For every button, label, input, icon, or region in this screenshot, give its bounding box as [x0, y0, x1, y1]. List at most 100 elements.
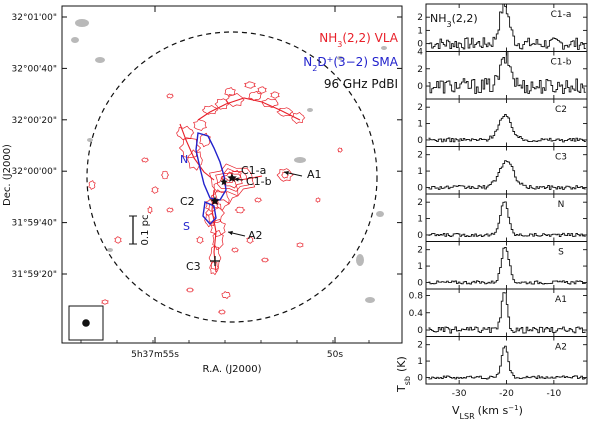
map-x-tick-label: 50s — [327, 350, 343, 360]
spectrum-name-label: N — [558, 200, 565, 210]
nh3-contour — [221, 171, 243, 189]
map-x-axis-label: R.A. (J2000) — [203, 364, 262, 375]
map-x-tick-label: 5h37m55s — [131, 350, 179, 360]
nh3-contour — [208, 246, 222, 270]
spectrum-y-tick-label: 2 — [417, 65, 423, 75]
spectrum-y-tick-label: 0 — [417, 40, 423, 50]
nh3-contour — [254, 197, 263, 203]
source-label-c1-a: C1-a — [241, 164, 266, 177]
nh3-contour — [224, 87, 236, 97]
nh3-contour — [248, 90, 262, 102]
spectrum-name-label: C1-a — [551, 10, 572, 20]
legend-nh3: NH3(2,2) VLA — [319, 31, 399, 49]
nh3-contour — [215, 168, 249, 192]
map-y-tick-label: 32°00'20" — [12, 116, 57, 126]
spectra-y-axis-label: Tsb(K) — [395, 356, 412, 393]
continuum-blob — [87, 138, 93, 142]
spectrum-x-tick-label: -30 — [452, 389, 467, 399]
nh3-filament — [179, 123, 215, 181]
nh3-contour — [187, 149, 203, 171]
spectrum-name-label: C1-b — [551, 58, 572, 68]
continuum-blob — [307, 108, 313, 112]
spectrum-name-label: C3 — [555, 153, 567, 163]
spectrum-y-tick-label: 0 — [417, 373, 423, 383]
a2-arrow-head — [228, 230, 233, 236]
spectrum-panel-n: 0 1 2 N — [417, 193, 588, 242]
source-label-a2: A2 — [248, 229, 263, 242]
nh3-contour — [337, 147, 344, 153]
spectrum-x-tick-label: -10 — [547, 389, 562, 399]
continuum-gray-blobs — [71, 19, 387, 303]
nh3-contour — [176, 125, 195, 141]
spectrum-panel-c1-b: 0 2 4 C1-b — [417, 48, 588, 100]
spectrum-y-tick-label: 1 — [417, 357, 423, 367]
legend-nh3-text: NH — [319, 31, 337, 45]
continuum-blob — [356, 254, 364, 266]
spectrum-panel-c3: 0 1 2 C3 — [417, 146, 588, 195]
nh3-filament — [239, 175, 263, 181]
nh3-contour — [315, 197, 321, 203]
spectrum-y-tick-label: 0 — [417, 278, 423, 288]
nh3-contour — [166, 93, 174, 99]
nh3-contour — [260, 257, 270, 263]
source-label-c3: C3 — [186, 260, 201, 273]
spectrum-x-tick-label: -20 — [499, 389, 514, 399]
nh3-contour — [141, 157, 149, 163]
continuum-blob — [381, 46, 387, 50]
spectrum-name-label: S — [558, 248, 564, 258]
source-label-n: N — [180, 153, 188, 166]
spectrum-line-a1 — [428, 292, 586, 334]
spectrum-y-tick-label: 4 — [417, 48, 423, 58]
nh3-contour — [114, 236, 122, 244]
nh3-contour — [221, 291, 231, 299]
nh3-contour — [214, 98, 230, 110]
nh3-contour — [225, 92, 245, 108]
map-y-axis-label: Dec. (J2000) — [2, 144, 13, 206]
nh3-contour — [244, 81, 256, 89]
nh3-contour — [185, 287, 195, 293]
spectra-header-label: NH3(2,2) — [430, 12, 478, 29]
spectrum-y-tick-label: 1 — [417, 26, 423, 36]
nh3-contour — [291, 111, 306, 125]
nh3-contour — [178, 138, 202, 158]
spectrum-y-tick-label: 0 — [417, 231, 423, 241]
c1b-arrow-head — [234, 177, 239, 182]
continuum-blob — [75, 19, 89, 27]
nh3-contour — [147, 205, 153, 215]
map-content — [68, 19, 387, 341]
spectrum-name-label: C2 — [555, 105, 567, 115]
spectra-x-axis-label: VLSR (km s−1) — [452, 404, 523, 421]
spectrum-panel-a2: 0 1 2 A2 — [417, 336, 588, 385]
spectrum-y-tick-label: 0 — [417, 82, 423, 92]
nh3-contour — [296, 242, 304, 248]
a1-arrow-head — [284, 170, 289, 176]
continuum-blob — [95, 57, 105, 63]
pdbi-primary-beam-circle — [86, 31, 378, 323]
spectrum-y-tick-label: 1 — [417, 215, 423, 225]
source-label-a1: A1 — [307, 168, 322, 181]
spectrum-line-a2 — [428, 345, 586, 380]
map-axis-ticks: 32°01'00" 32°00'40" 32°00'20" 32°00'00" 31°5… — [12, 6, 402, 360]
map-y-tick-label: 32°01'00" — [12, 13, 57, 23]
source-label-s: S — [183, 220, 190, 233]
map-y-tick-label: 31°59'20" — [12, 270, 57, 280]
source-label-c2: C2 — [180, 195, 195, 208]
spectrum-y-tick-label: 0 — [417, 326, 423, 336]
scale-bar-label: 0.1 pc — [140, 215, 151, 246]
nh3-filament — [197, 97, 301, 121]
map-y-tick-label: 31°59'40" — [12, 219, 57, 229]
nh3-contour — [193, 119, 207, 131]
c2-star-marker — [210, 196, 220, 205]
spectrum-y-tick-label: 2 — [417, 103, 423, 113]
nh3-contour — [202, 105, 219, 115]
nh3-contour — [217, 309, 226, 315]
continuum-blob — [376, 211, 384, 217]
continuum-blob — [337, 56, 343, 60]
nh3-contour — [257, 86, 267, 94]
spectrum-y-tick-label: 0.8 — [409, 291, 424, 301]
nh3-contour — [205, 203, 225, 224]
spectrum-line-n — [428, 201, 586, 237]
spectrum-y-tick-label: 0 — [417, 183, 423, 193]
legend-pdbi: 96 GHz PdBI — [324, 77, 398, 91]
legend-n2dp: N2D+(3−2) SMA — [303, 55, 399, 73]
